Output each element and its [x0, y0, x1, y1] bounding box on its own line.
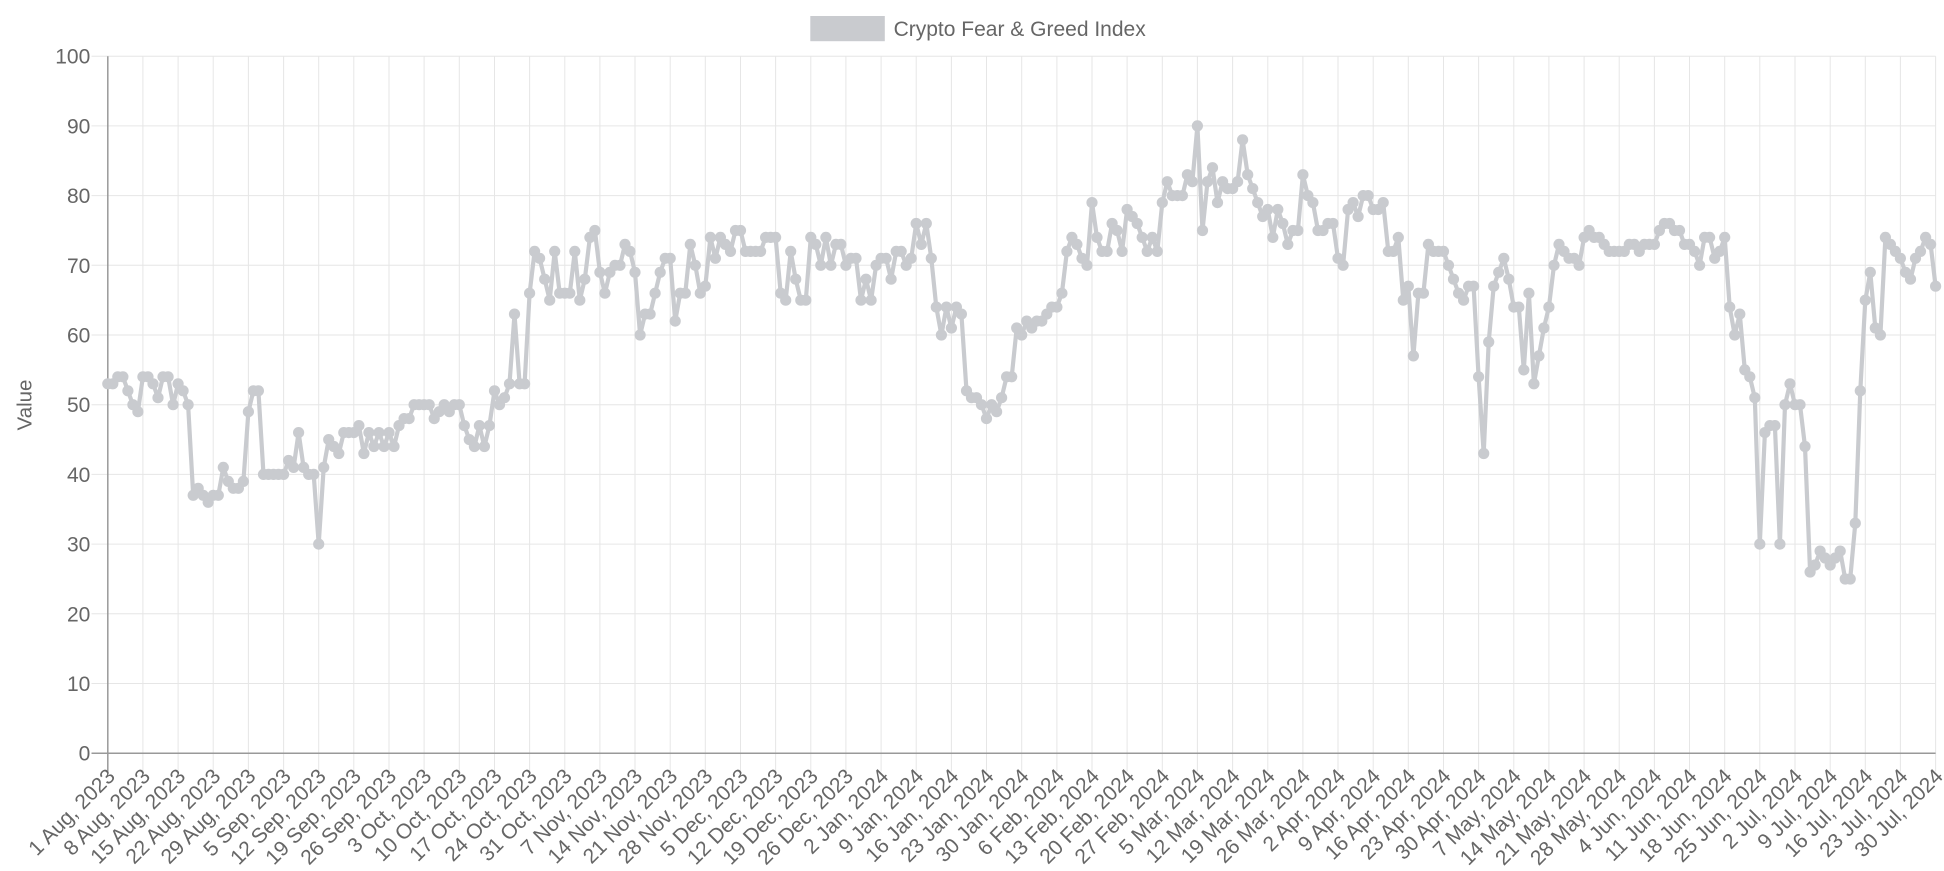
svg-text:60: 60: [67, 325, 90, 348]
svg-text:90: 90: [67, 115, 90, 138]
svg-text:10: 10: [67, 673, 90, 696]
svg-text:80: 80: [67, 185, 90, 208]
svg-text:Value: Value: [14, 380, 37, 431]
svg-text:70: 70: [67, 255, 90, 278]
svg-text:100: 100: [55, 46, 90, 69]
svg-text:Crypto Fear & Greed Index: Crypto Fear & Greed Index: [894, 18, 1147, 41]
svg-text:50: 50: [67, 394, 90, 417]
svg-text:20: 20: [67, 603, 90, 626]
svg-text:0: 0: [79, 743, 91, 766]
svg-text:30: 30: [67, 534, 90, 557]
svg-text:40: 40: [67, 464, 90, 487]
